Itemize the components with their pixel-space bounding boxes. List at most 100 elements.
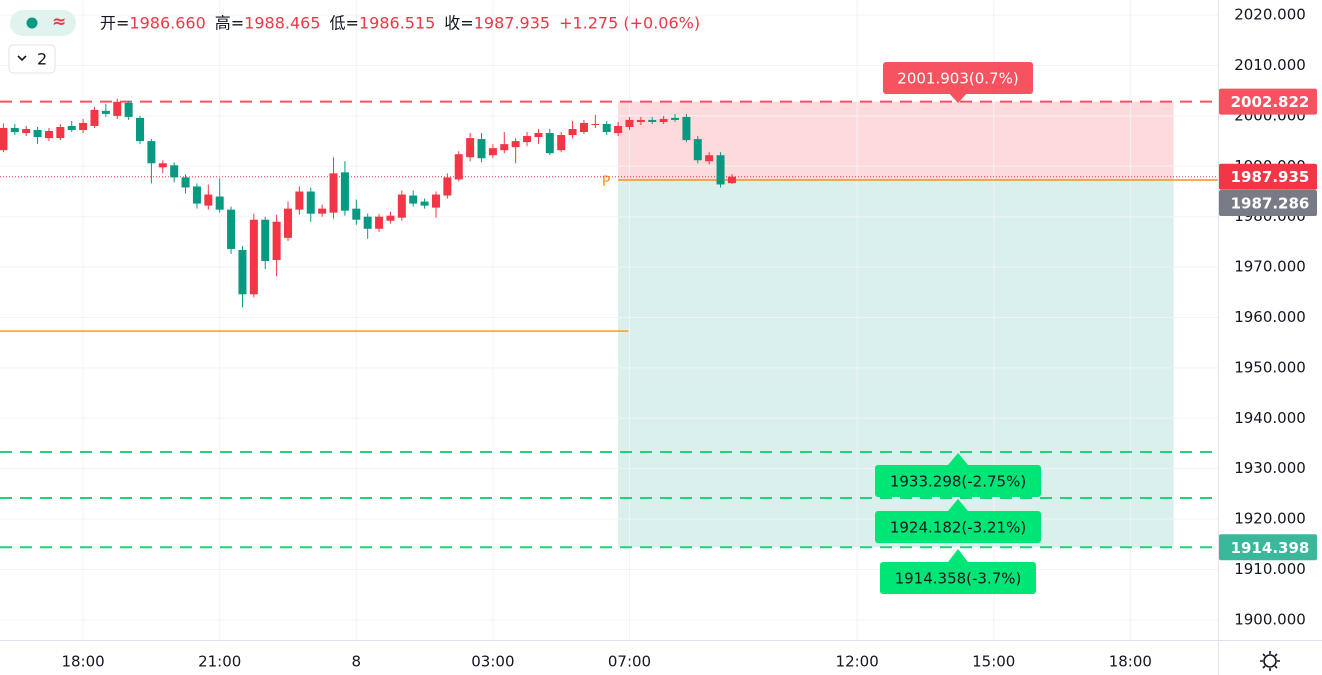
settings-icon[interactable] (1260, 651, 1280, 671)
candle-body (386, 215, 395, 221)
badge-label: 1914.358(-3.7%) (895, 570, 1022, 588)
x-tick-label: 03:00 (471, 653, 514, 671)
candle-body (10, 128, 19, 133)
candle-body (614, 125, 623, 134)
interval-label[interactable]: 2 (37, 50, 47, 69)
badge-box (875, 511, 1041, 543)
candle-body (557, 135, 566, 151)
candle-body (215, 196, 224, 210)
price-badge (1219, 163, 1317, 190)
candle-body (352, 208, 361, 220)
candle-body (44, 131, 53, 139)
candle-body (409, 195, 418, 204)
badge-box (880, 562, 1036, 594)
chevron-icon (17, 55, 27, 62)
candle-body (318, 208, 327, 214)
wave-icon: ≈ (52, 12, 66, 32)
badge-arrow (948, 453, 968, 465)
badge-box (875, 465, 1041, 497)
legend-value: 1986.660 (129, 14, 205, 33)
y-tick-label: 1910.000 (1234, 560, 1306, 578)
candle-body (659, 118, 668, 122)
legend-key: 收= (444, 14, 473, 33)
legend-key: 低= (330, 14, 359, 33)
y-tick-label: 1930.000 (1234, 459, 1306, 477)
back-layer (618, 101, 1174, 548)
annotation-badge: 1924.182(-3.21%) (875, 499, 1041, 543)
price-badge (1219, 189, 1317, 216)
candle-body (523, 136, 532, 143)
x-tick-label: 15:00 (972, 653, 1015, 671)
annotation-badge: 2001.903(0.7%) (883, 62, 1033, 103)
candle-body (158, 163, 167, 168)
candle-body (113, 101, 122, 116)
candle-body (534, 133, 543, 138)
y-tick-label: 2020.000 (1234, 6, 1306, 24)
candle-body (693, 139, 702, 161)
candle-body (591, 123, 600, 125)
marks-layer: P (0, 98, 1218, 549)
stop-zone (618, 101, 1174, 180)
grid-layer (0, 0, 1218, 640)
candle-body (625, 119, 634, 127)
candle-body (192, 186, 201, 204)
interval-button[interactable] (8, 44, 56, 74)
candle-body (147, 141, 156, 164)
candle-body (636, 119, 645, 122)
candle-body (705, 155, 714, 162)
candle-body (67, 125, 76, 131)
x-tick-label: 21:00 (198, 653, 241, 671)
candle-body (272, 221, 281, 261)
badge-arrow (948, 499, 968, 511)
candle-body (579, 122, 588, 133)
legend-key: 高= (215, 14, 244, 33)
candle-body (454, 154, 463, 180)
candle-body (79, 122, 88, 131)
badge-arrow (948, 92, 968, 103)
candle-body (227, 209, 236, 249)
candle-body (682, 116, 691, 141)
y-tick-label: 1960.000 (1234, 308, 1306, 326)
candle-body (329, 173, 338, 213)
candle-body (716, 155, 725, 185)
badge-arrow (948, 549, 968, 562)
y-tick-label: 2010.000 (1234, 56, 1306, 74)
candle-body (124, 102, 133, 117)
price-badge-label: 2002.822 (1231, 93, 1310, 111)
price-badge (1219, 534, 1317, 561)
x-tick-label: 07:00 (608, 653, 651, 671)
candle-body (602, 123, 611, 133)
candle-body (511, 141, 520, 148)
candle-body (671, 117, 680, 120)
candle-body (22, 129, 31, 134)
candle-body (420, 201, 429, 206)
legend-value: 1987.935 (474, 14, 550, 33)
candle-body (170, 165, 179, 178)
candle-body (431, 194, 440, 208)
status-pill (10, 10, 76, 36)
candle-body (90, 109, 99, 126)
x-tick-label: 8 (352, 653, 362, 671)
candle-body (466, 138, 475, 158)
candle-body (648, 119, 657, 122)
candle-body (397, 194, 406, 218)
legend-key: 开= (100, 14, 129, 33)
legend-change: +1.275 (+0.06%) (559, 14, 700, 33)
candle-body (375, 216, 384, 229)
candle-body (33, 130, 42, 138)
candle-body (477, 139, 486, 159)
price-badge-label: 1987.935 (1231, 168, 1310, 186)
candle-body (238, 249, 247, 295)
badge-label: 1924.182(-3.21%) (890, 519, 1026, 537)
candle-body (340, 172, 349, 211)
candle-body (363, 216, 372, 229)
candle-body (283, 208, 292, 238)
candle-body (488, 148, 497, 156)
candle-body (545, 133, 554, 154)
x-tick-label: 12:00 (836, 653, 879, 671)
price-badge-label: 1987.286 (1231, 194, 1310, 212)
status-dot (26, 17, 38, 29)
candle-body (136, 117, 145, 142)
x-tick-label: 18:00 (1109, 653, 1152, 671)
